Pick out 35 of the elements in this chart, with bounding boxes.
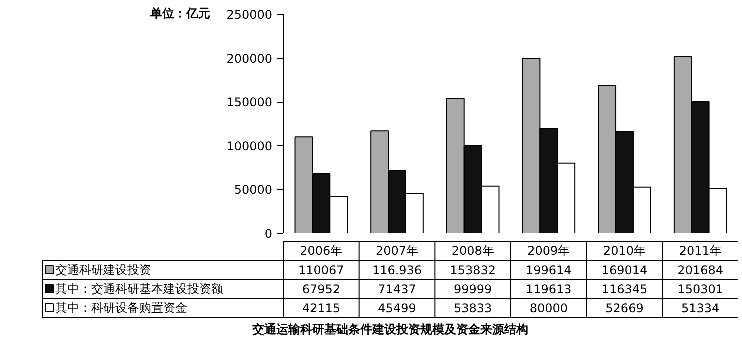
data-label: 71437	[378, 282, 416, 296]
x-tick-label: 2011年	[679, 244, 722, 258]
data-label: 169014	[602, 264, 648, 278]
data-label: 42115	[302, 302, 341, 316]
data-label: 153832	[450, 264, 496, 278]
data-label: 67952	[302, 282, 341, 296]
data-label: 45499	[378, 302, 416, 316]
legend-label: 其中：交通科研基本建设投资额	[56, 282, 224, 296]
data-label: 51334	[681, 302, 720, 316]
data-label: 116.936	[372, 264, 422, 278]
data-label: 110067	[298, 264, 344, 278]
x-tick-label: 2008年	[452, 244, 494, 258]
data-label: 119613	[526, 282, 572, 296]
data-label: 201684	[678, 264, 724, 278]
data-label: 99999	[454, 282, 492, 296]
data-label: 150301	[678, 282, 724, 296]
x-tick-label: 2006年	[300, 244, 343, 258]
x-tick-label: 2007年	[376, 244, 419, 258]
x-tick-label: 2009年	[528, 244, 570, 258]
data-label: 52669	[606, 302, 644, 316]
y-tick-label: 200000	[226, 52, 273, 66]
y-tick-label: 150000	[226, 96, 273, 110]
legend-label: 其中：科研设备购置资金	[56, 301, 188, 315]
x-tick-label: 2010年	[603, 244, 646, 258]
data-label: 80000	[530, 302, 568, 316]
y-tick-label: 50000	[234, 183, 273, 198]
y-tick-label: 100000	[226, 139, 273, 154]
data-label: 53833	[454, 302, 492, 316]
data-label: 199614	[526, 264, 572, 278]
text: 交通运输科研基础条件建设投资规模及资金来源结构	[252, 322, 528, 336]
y-axis-title: 单位：亿元	[150, 6, 210, 20]
y-tick-label: 250000	[226, 8, 273, 22]
data-label: 116345	[602, 282, 648, 296]
y-tick-label: 0	[264, 227, 273, 241]
legend-label: 交通科研建设投资	[56, 263, 152, 277]
